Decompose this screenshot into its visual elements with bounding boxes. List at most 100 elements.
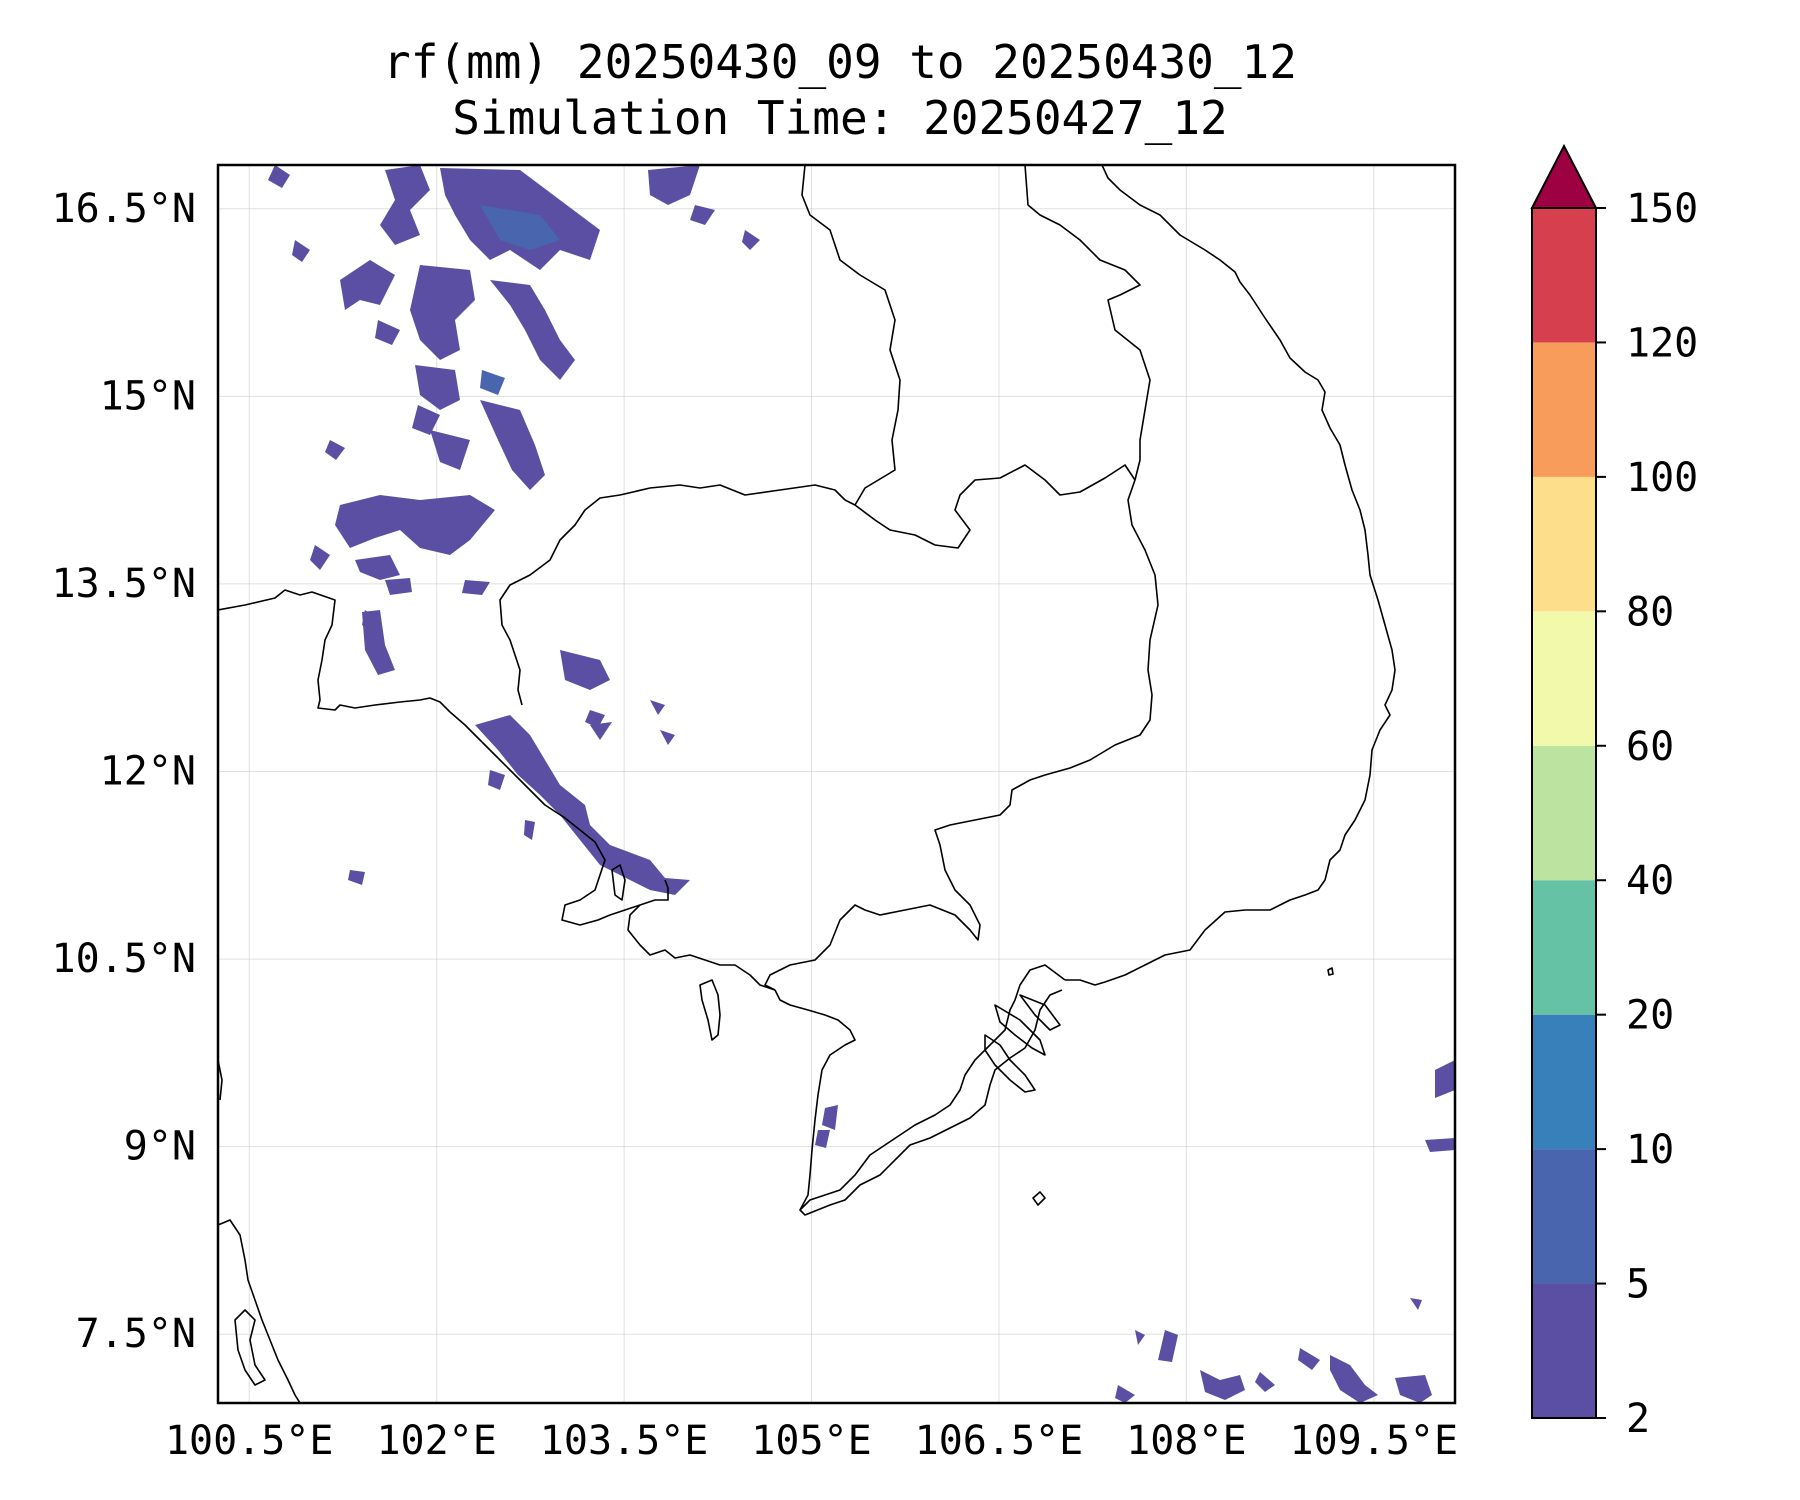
rain-patch-north-12: [375, 320, 400, 345]
rain-patch-north-22: [310, 545, 330, 570]
lat-tick-label: 12°N: [100, 748, 196, 794]
border-laos-vietnam-north: [1024, 165, 1151, 481]
colorbar-segment: [1532, 342, 1596, 477]
rain-patch-north-16: [412, 405, 440, 435]
colorbar-tick-label: 40: [1626, 858, 1674, 904]
rain-patch-south-8: [1395, 1375, 1432, 1403]
lon-tick-label: 100.5°E: [165, 1418, 334, 1464]
rain-patch-east-3: [1410, 1298, 1422, 1310]
colorbar-tick-label: 60: [1626, 724, 1674, 770]
rain-patch-west-1: [362, 610, 395, 675]
rain-patch-north-21: [385, 578, 412, 595]
coast-kong-island: [611, 864, 626, 901]
rain-patch-north-9: [340, 260, 395, 310]
coast-small-island-1: [1327, 967, 1334, 976]
coast-delta-inner-2: [994, 1004, 1046, 1056]
rain-patch-north-18: [430, 430, 470, 470]
colorbar-outline: [1531, 207, 1597, 1419]
rain-patch-north-6: [742, 230, 760, 250]
colorbar-segment: [1532, 1014, 1596, 1150]
coast-mekong-delta: [799, 964, 1066, 1216]
colorbar-segment: [1532, 1283, 1596, 1418]
rain-patch-gulf-2: [815, 1130, 830, 1148]
lat-tick-label: 10.5°N: [52, 936, 197, 982]
lat-tick-label: 16.5°N: [52, 186, 197, 232]
colorbar-tick-label: 80: [1626, 589, 1674, 635]
lon-tick-label: 103.5°E: [540, 1418, 709, 1464]
colorbar-tick-label: 20: [1626, 993, 1674, 1039]
border-thailand-myanmar: [218, 589, 451, 713]
rain-patch-north-19: [335, 495, 495, 555]
rain-patch-south-1: [1135, 1330, 1145, 1345]
rain-patch-north-4: [480, 205, 560, 250]
rain-patch-west-2: [560, 650, 610, 690]
lon-tick-label: 109.5°E: [1289, 1418, 1458, 1464]
rain-patch-south-6: [1298, 1348, 1320, 1370]
coast-delta-inner-3: [1019, 994, 1061, 1031]
lon-tick-label: 108°E: [1126, 1418, 1246, 1464]
coast-thailand-west-island: [234, 1309, 266, 1386]
rain-patch-south-3: [1115, 1385, 1135, 1403]
colorbar-tick-label: 10: [1626, 1127, 1674, 1173]
coast-con-dao: [1032, 1191, 1046, 1206]
coast-cambodia-south: [627, 879, 776, 991]
rain-patch-north-8: [292, 240, 310, 262]
title-line-1: rf(mm) 20250430_09 to 20250430_12: [383, 35, 1297, 89]
rain-patch-east-2: [1425, 1138, 1455, 1152]
lat-tick-label: 15°N: [100, 373, 196, 419]
rain-patch-north-1: [268, 165, 290, 188]
colorbar-segment: [1532, 880, 1596, 1015]
rain-patch-north-2: [380, 165, 430, 245]
colorbar-tick-label: 100: [1626, 455, 1698, 501]
rain-patch-north-10: [410, 265, 475, 360]
coast-phu-quoc: [699, 979, 721, 1041]
coast-left-edge: [218, 1059, 223, 1101]
colorbar-segment: [1532, 611, 1596, 746]
border-thailand-cambodia: [499, 484, 846, 706]
border-thailand-laos: [801, 165, 901, 506]
map-panel: [216, 163, 1457, 1405]
colorbar: 2 5 10 20 40 60 80 100 120 150: [1530, 143, 1698, 1442]
coastline: [218, 165, 1396, 1403]
colorbar-segment: [1532, 208, 1596, 343]
rain-patch-gulf-1: [822, 1105, 838, 1130]
coast-vietnam-east: [1065, 165, 1396, 986]
rain-patch-west-5: [650, 700, 665, 715]
colorbar-segment: [1532, 1149, 1596, 1284]
rain-patch-north-5: [648, 165, 700, 205]
rain-patch-north-13: [415, 365, 460, 410]
rainfall-contours: [268, 165, 1455, 1403]
border-laos-cambodia: [854, 464, 1136, 549]
rain-patch-north-14: [480, 370, 505, 395]
lat-tick-label: 9°N: [124, 1124, 196, 1170]
lon-tick-label: 102°E: [376, 1418, 496, 1464]
colorbar-segment: [1532, 745, 1596, 881]
rain-patch-north-15: [480, 400, 545, 490]
rain-patch-north-24: [462, 580, 490, 595]
coast-ca-mau: [774, 989, 856, 1211]
rain-patch-south-5: [1255, 1372, 1275, 1392]
lon-tick-label: 106.5°E: [915, 1418, 1084, 1464]
rain-patch-north-20: [355, 555, 400, 580]
rain-patch-west-3: [585, 710, 605, 728]
rain-patch-west-4: [590, 722, 612, 740]
title-line-2: Simulation Time: 20250427_12: [452, 91, 1227, 145]
colorbar-tick-label: 150: [1626, 186, 1698, 232]
coast-thailand-gulf: [449, 711, 641, 926]
colorbar-tick-label: 120: [1626, 320, 1698, 366]
colorbar-tick-label: 2: [1626, 1396, 1650, 1442]
rain-patch-west-6: [660, 730, 675, 745]
lat-tick-label: 13.5°N: [52, 561, 197, 607]
longitude-tick-labels: 100.5°E 102°E 103.5°E 105°E 106.5°E 108°E 109.…: [165, 1418, 1458, 1464]
country-borders: [218, 165, 1159, 991]
rain-patch-south-7: [1330, 1355, 1378, 1403]
lon-tick-label: 105°E: [751, 1418, 871, 1464]
rain-patch-east-1: [1435, 1060, 1455, 1098]
rain-patch-island-1: [488, 770, 505, 790]
rain-patch-south-2: [1158, 1330, 1178, 1362]
rain-patch-coast: [475, 715, 690, 895]
latitude-tick-labels: 16.5°N 15°N 13.5°N 12°N 10.5°N 9°N 7.5°N: [52, 186, 197, 1357]
rain-patch-north-11: [490, 280, 575, 380]
coast-delta-inner: [984, 1034, 1036, 1093]
